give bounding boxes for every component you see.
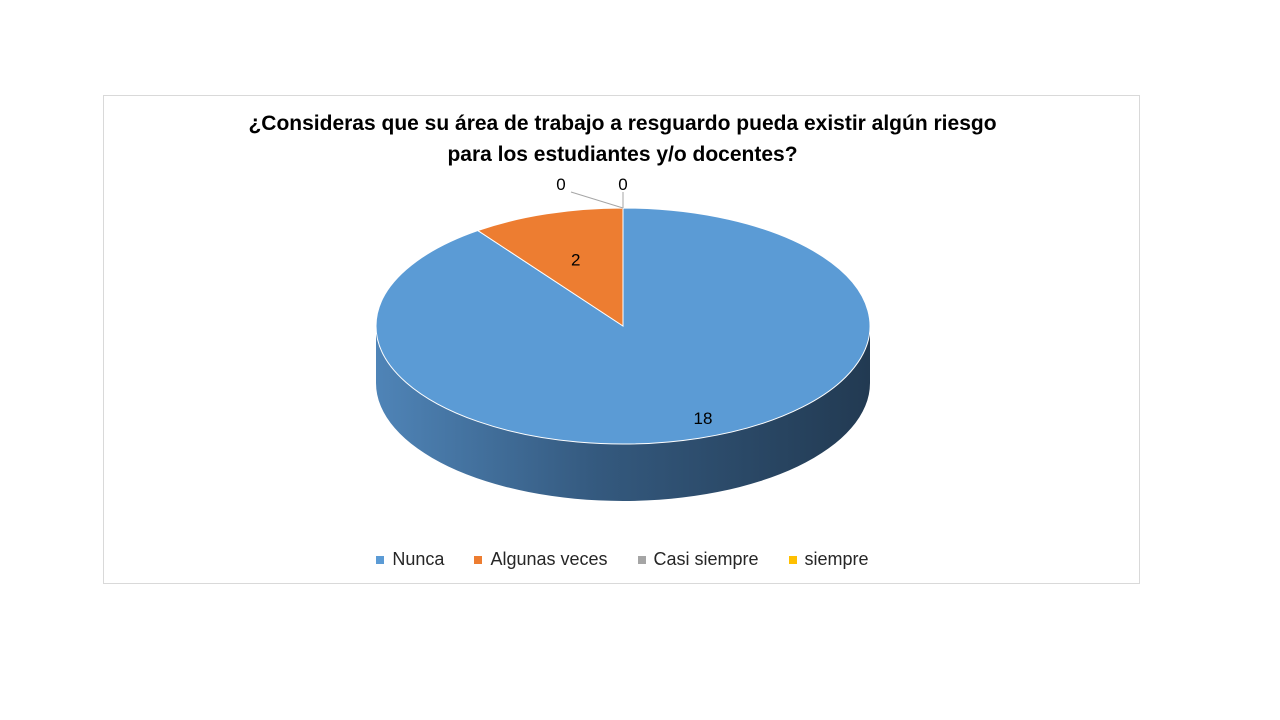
legend-swatch-siempre [788,555,797,564]
leader-lines [570,191,624,209]
legend-label-algunas-veces: Algunas veces [490,549,608,569]
legend-swatch-nunca [376,555,385,564]
legend-item-algunas-veces[interactable]: Algunas veces [474,549,608,570]
leader-line-casi-siempre [570,191,624,209]
legend-item-casi-siempre[interactable]: Casi siempre [637,549,759,570]
pie-slices [375,207,871,445]
pie-chart: 18 2 0 0 [375,175,871,501]
legend-swatch-algunas-veces [474,555,483,564]
legend-swatch-casi-siempre [637,555,646,564]
slice-algunas-veces[interactable] [476,207,624,327]
legend-label-nunca: Nunca [392,549,445,569]
data-label-siempre: 0 [618,175,627,194]
chart-title-line-2: para los estudiantes y/o docentes? [447,143,798,166]
data-label-nunca: 18 [694,409,713,428]
chart-title-line-1: ¿Consideras que su área de trabajo a res… [248,112,997,135]
legend: Nunca Algunas veces Casi siempre siempre [104,549,1141,570]
slice-side-nunca [376,326,870,501]
data-labels: 18 2 0 0 [556,175,712,428]
legend-label-casi-siempre: Casi siempre [653,549,759,569]
data-label-algunas-veces: 2 [571,250,580,269]
legend-item-siempre[interactable]: siempre [788,549,869,570]
legend-label-siempre: siempre [804,549,869,569]
chart-title: ¿Consideras que su área de trabajo a res… [104,108,1141,170]
data-label-casi-siempre: 0 [556,175,565,194]
slice-nunca[interactable] [375,207,871,445]
legend-item-nunca[interactable]: Nunca [376,549,444,570]
chart-area[interactable]: ¿Consideras que su área de trabajo a res… [103,95,1140,584]
pie-side-wall [376,326,870,501]
